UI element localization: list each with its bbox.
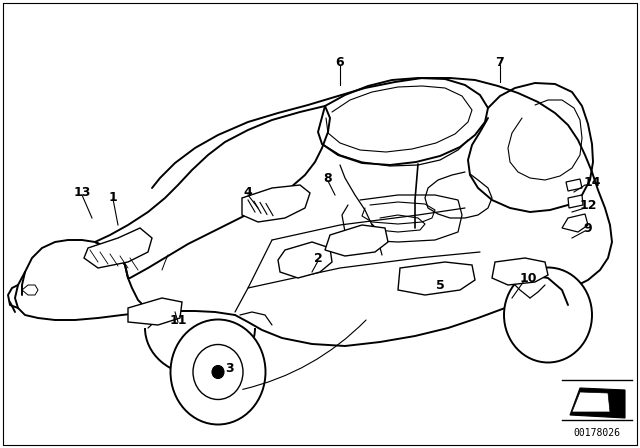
Polygon shape [568,195,583,208]
Text: 7: 7 [495,56,504,69]
Text: 3: 3 [226,362,234,375]
Text: 13: 13 [74,185,91,198]
Ellipse shape [504,267,592,362]
Polygon shape [128,298,182,325]
Text: 4: 4 [244,185,252,198]
Ellipse shape [170,319,266,425]
Text: 9: 9 [584,221,592,234]
Polygon shape [572,392,610,412]
Text: 14: 14 [583,176,601,189]
Polygon shape [566,179,582,191]
Ellipse shape [193,345,243,400]
Polygon shape [242,185,310,222]
Text: 5: 5 [436,279,444,292]
Text: 1: 1 [109,190,117,203]
Text: 11: 11 [169,314,187,327]
Polygon shape [278,242,332,278]
Text: 2: 2 [314,251,323,264]
Polygon shape [492,258,548,285]
Text: 6: 6 [336,56,344,69]
Polygon shape [562,214,588,232]
Polygon shape [398,262,475,295]
Ellipse shape [212,366,224,379]
Polygon shape [325,225,388,256]
Polygon shape [84,228,152,268]
Polygon shape [570,388,625,418]
Text: 8: 8 [324,172,332,185]
Text: 00178026: 00178026 [573,428,621,438]
Text: 10: 10 [519,271,537,284]
Text: 12: 12 [579,198,596,211]
